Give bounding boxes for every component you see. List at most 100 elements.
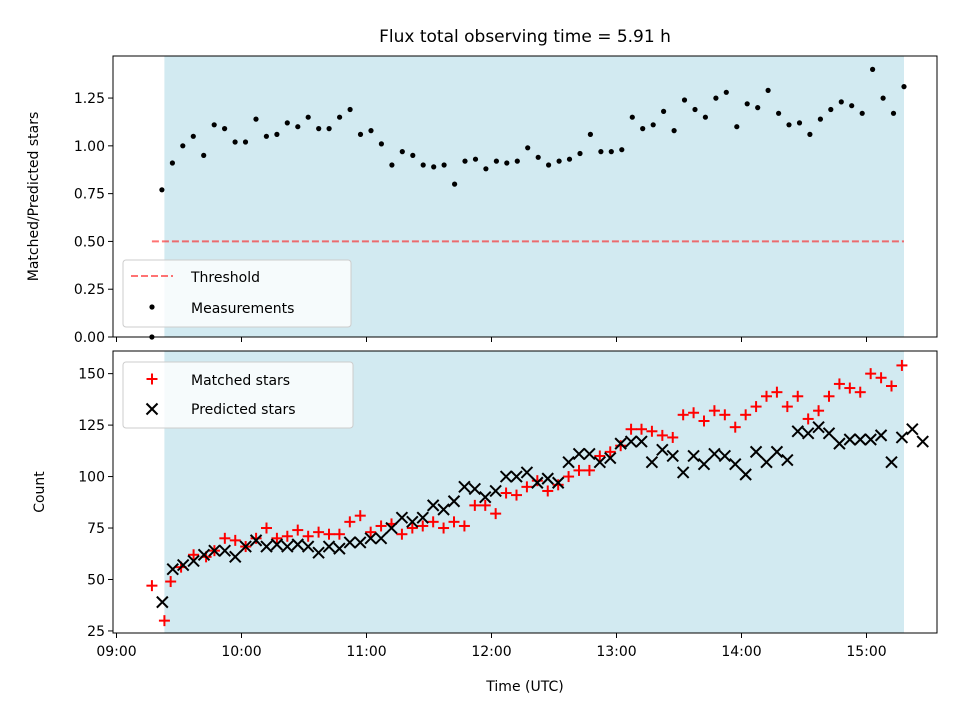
matched-star-point: [375, 520, 387, 532]
measurement-point: [744, 101, 750, 107]
y-tick-label: 50: [87, 572, 105, 588]
predicted-star-point: [281, 540, 294, 553]
matched-star-point: [604, 446, 616, 458]
ratio-marks: [149, 66, 907, 340]
predicted-star-point: [458, 480, 471, 494]
matched-star-point: [542, 485, 554, 497]
matched-star-point: [833, 378, 845, 390]
matched-star-point: [552, 479, 564, 491]
measurement-point: [295, 124, 301, 130]
predicted-star-point: [156, 595, 169, 609]
measurement-point: [399, 149, 405, 155]
ratio-y-axis-label: Matched/Predicted stars: [26, 112, 42, 282]
predicted-star-point: [708, 447, 721, 461]
x-tick-label: 14:00: [721, 644, 761, 660]
matched-star-point: [802, 413, 814, 425]
measurement-point: [546, 162, 552, 168]
ratio-panel-frame: [112, 55, 938, 338]
measurement-point: [755, 105, 761, 111]
measurement-point: [378, 141, 384, 147]
predicted-star-point: [729, 458, 742, 471]
matched-star-point: [844, 382, 856, 394]
measurement-point: [431, 164, 437, 170]
y-tick-label: 0.25: [74, 282, 105, 298]
ratio-y-ticks: 0.00 0.25 0.50 0.75 1.00 1.25: [74, 91, 113, 346]
matched-star-point: [896, 359, 908, 371]
y-tick-label: 0.00: [74, 330, 105, 346]
predicted-star-point: [385, 521, 398, 535]
matched-star-point: [792, 390, 804, 402]
predicted-star-point: [291, 538, 304, 551]
matched-star-point: [469, 499, 481, 511]
predicted-star-point: [676, 466, 690, 479]
matched-star-point: [250, 532, 262, 544]
matched-star-point: [886, 380, 897, 392]
count-marks: [146, 359, 929, 627]
matched-star-point: [333, 528, 345, 540]
predicted-star-point: [562, 455, 575, 469]
measurement-point: [640, 126, 646, 132]
measurement-point: [629, 114, 635, 120]
matched-star-point: [313, 526, 325, 538]
y-tick-label: 75: [87, 521, 105, 537]
matched-star-point: [146, 580, 158, 592]
count-legend: Matched stars Predicted stars: [122, 361, 354, 429]
predicted-star-point: [416, 511, 429, 524]
matched-star-point: [271, 532, 283, 544]
matched-star-point: [427, 516, 439, 528]
matched-star-point: [771, 386, 783, 398]
matched-stars-legend-label: Matched stars: [191, 373, 290, 389]
y-tick-label: 125: [78, 418, 105, 434]
matched-star-point: [813, 405, 825, 417]
predicted-star-point: [301, 540, 315, 553]
measurement-point: [472, 156, 479, 162]
predicted-star-point: [843, 433, 857, 446]
measurement-point: [587, 131, 594, 137]
predicted-star-point: [176, 558, 190, 572]
matched-star-point: [698, 415, 710, 427]
measurement-point: [796, 120, 803, 126]
y-tick-label: 100: [78, 470, 105, 486]
predicted-star-point: [916, 435, 929, 448]
matched-star-point: [448, 516, 460, 528]
predicted-star-point: [770, 445, 784, 459]
predicted-star-point: [833, 437, 846, 450]
count-panel: 25 50 75 100 125 150 09:00 10:00 11:00 12:00 13:0…: [32, 350, 938, 695]
measurement-point: [514, 158, 520, 164]
count-panel-frame: [112, 350, 938, 634]
predicted-stars-legend-symbol: [145, 402, 159, 416]
predicted-star-point: [510, 470, 523, 483]
measurement-point: [849, 103, 855, 109]
predicted-star-point: [885, 455, 898, 469]
predicted-star-point: [489, 484, 502, 498]
x-tick-label: 15:00: [846, 644, 886, 660]
measurement-point: [201, 152, 207, 158]
predicted-star-point: [624, 435, 638, 448]
count-y-ticks: 25 50 75 100 125 150: [78, 367, 113, 640]
measurement-point: [807, 131, 813, 137]
x-tick-label: 10:00: [221, 644, 261, 660]
ratio-x-ticks: [116, 337, 867, 342]
measurement-point: [619, 147, 625, 153]
measurement-point: [577, 150, 583, 157]
matched-star-point: [729, 421, 741, 433]
predicted-star-point: [895, 431, 909, 444]
predicted-star-point: [343, 536, 357, 549]
measurement-point: [242, 139, 249, 145]
x-tick-label: 13:00: [596, 644, 636, 660]
measurement-point: [347, 106, 353, 113]
measurement-point: [681, 97, 688, 103]
count-legend-box: [122, 361, 354, 429]
matched-star-point: [750, 401, 762, 413]
measurement-point: [765, 87, 771, 93]
measurement-point: [222, 126, 228, 132]
measurement-point: [420, 162, 426, 168]
matched-star-point: [323, 528, 335, 540]
ratio-panel: 0.00 0.25 0.50 0.75 1.00 1.25 Flux total obse…: [26, 27, 938, 346]
measurement-point: [232, 139, 238, 145]
predicted-star-point: [749, 445, 763, 459]
matched-star-point: [344, 516, 356, 528]
x-tick-label: 12:00: [471, 644, 511, 660]
matched-star-point: [719, 409, 731, 421]
predicted-star-point: [541, 472, 554, 485]
